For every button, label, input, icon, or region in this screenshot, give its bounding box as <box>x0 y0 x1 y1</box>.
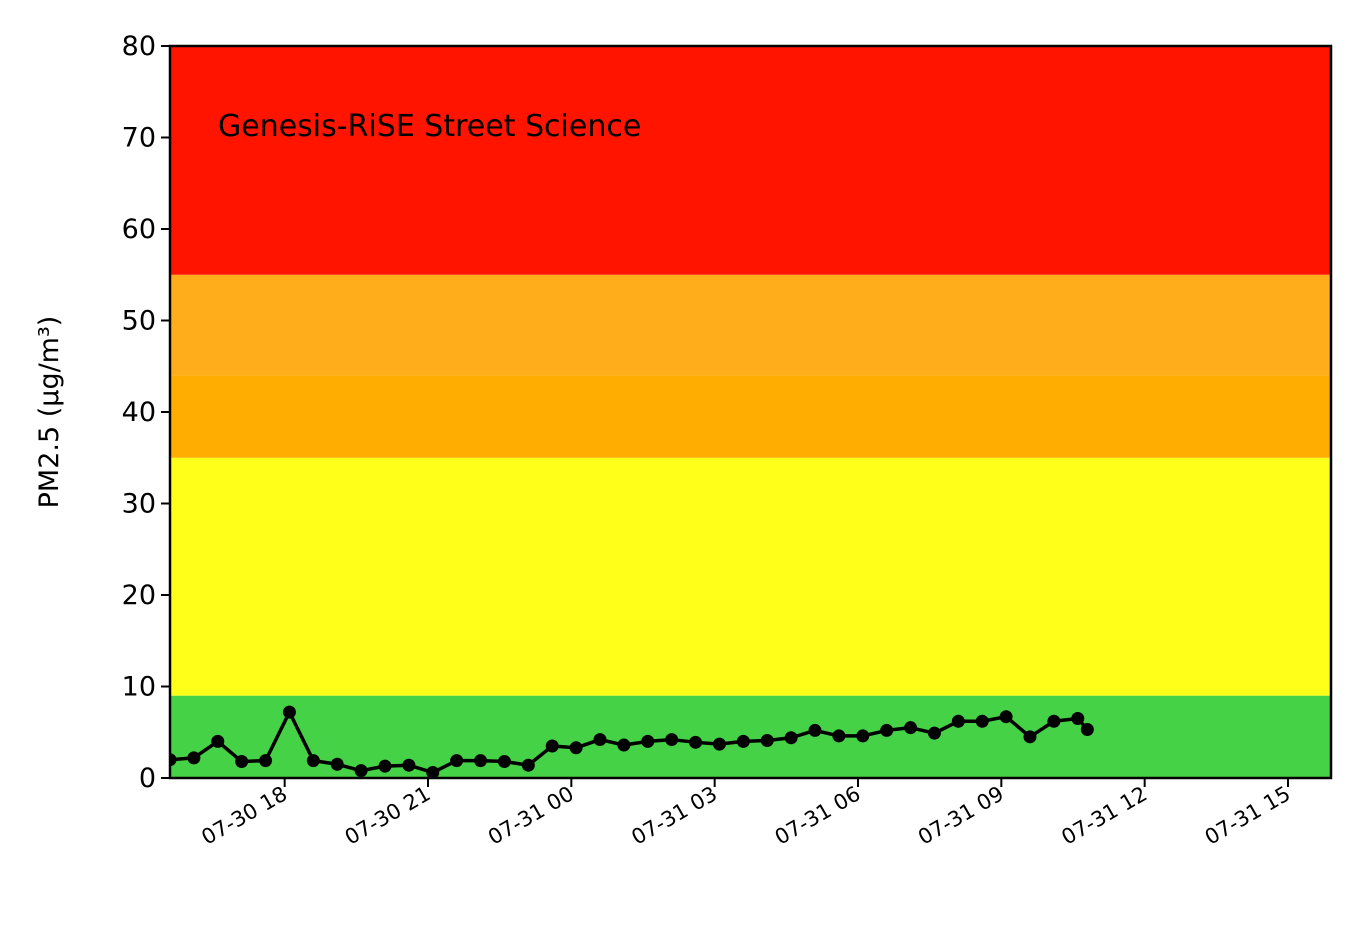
y-tick-label: 80 <box>122 31 156 62</box>
data-point <box>617 738 631 752</box>
y-tick-label: 0 <box>139 763 156 794</box>
data-point <box>736 734 750 748</box>
x-tick-label: 07-30 18 <box>197 782 291 850</box>
data-point <box>259 754 273 768</box>
x-tick-label: 07-31 06 <box>771 782 865 850</box>
x-tick-label: 07-31 09 <box>914 782 1008 850</box>
aqi-band-4 <box>170 46 1331 275</box>
y-tick-label: 10 <box>122 672 156 703</box>
data-point <box>521 758 535 772</box>
chart-annotation: Genesis-RiSE Street Science <box>218 109 641 144</box>
aqi-band-0 <box>170 695 1331 778</box>
data-point <box>235 755 249 769</box>
data-point <box>402 758 416 772</box>
data-point <box>497 755 511 769</box>
data-point <box>1080 723 1094 737</box>
x-tick-label: 07-30 21 <box>341 782 435 850</box>
x-tick-label: 07-31 15 <box>1201 782 1295 850</box>
data-point <box>975 714 989 728</box>
x-tick-label: 07-31 12 <box>1057 782 1151 850</box>
data-point <box>569 741 583 755</box>
data-point <box>450 754 464 768</box>
data-point <box>951 714 965 728</box>
y-tick-label: 60 <box>122 214 156 245</box>
data-point <box>187 751 201 765</box>
data-point <box>1023 730 1037 744</box>
plot-frame <box>168 44 1333 780</box>
y-tick-label: 70 <box>122 123 156 154</box>
data-point <box>474 754 488 768</box>
data-point <box>760 733 774 747</box>
data-point <box>170 753 177 767</box>
data-point <box>999 710 1013 724</box>
data-point <box>1071 712 1085 726</box>
x-tick-label: 07-31 00 <box>484 782 578 850</box>
data-point <box>641 734 655 748</box>
y-axis: 0 10 20 30 40 50 60 70 80 <box>122 31 170 794</box>
y-tick-label: 50 <box>122 306 156 337</box>
data-point <box>856 729 870 743</box>
data-point <box>545 739 559 753</box>
y-tick-label: 40 <box>122 397 156 428</box>
x-tick-label: 07-31 03 <box>627 782 721 850</box>
data-point <box>832 729 846 743</box>
data-point <box>784 731 798 745</box>
aqi-band-2 <box>170 375 1331 458</box>
data-point <box>712 737 726 751</box>
data-point <box>378 759 392 773</box>
data-point <box>1047 714 1061 728</box>
series-0 <box>170 705 1094 778</box>
aqi-band-1 <box>170 457 1331 696</box>
data-point <box>593 733 607 747</box>
data-point <box>306 754 320 768</box>
y-axis-label: PM2.5 (µg/m³) <box>34 316 65 509</box>
data-point <box>211 734 225 748</box>
data-point <box>330 757 344 771</box>
data-point <box>689 735 703 749</box>
series-line <box>170 710 1089 775</box>
aqi-bands <box>170 46 1331 778</box>
series-layer <box>170 705 1094 778</box>
y-tick-label: 20 <box>122 580 156 611</box>
x-axis: 07-30 18 07-30 21 07-31 00 07-31 03 07-31 06… <box>197 778 1295 850</box>
data-point <box>354 764 368 778</box>
y-tick-label: 30 <box>122 489 156 520</box>
data-point <box>880 723 894 737</box>
data-point <box>808 723 822 737</box>
data-point <box>665 733 679 747</box>
data-point <box>426 766 440 778</box>
data-point <box>282 705 296 719</box>
data-point <box>904 721 918 735</box>
data-point <box>927 726 941 740</box>
aqi-band-3 <box>170 274 1331 376</box>
